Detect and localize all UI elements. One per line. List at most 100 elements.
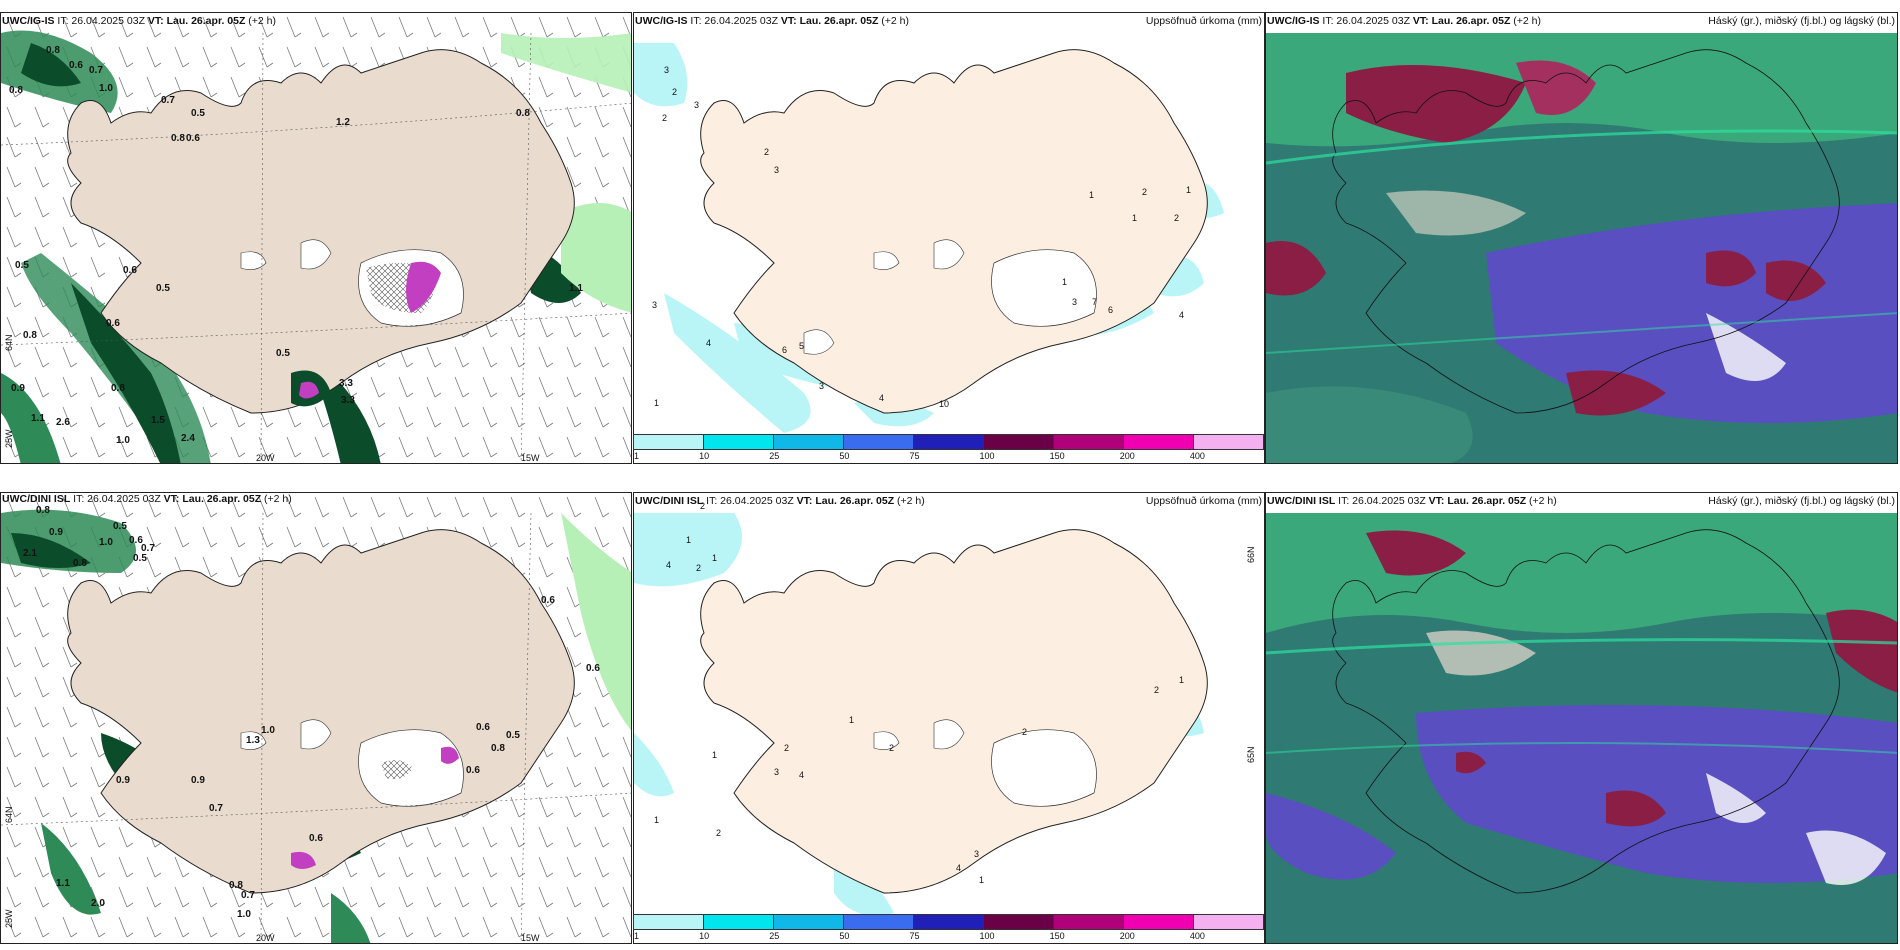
- colorbar-tick-label: 100: [979, 451, 995, 461]
- precip-label: 0.8: [9, 85, 23, 96]
- precip-label: 2: [889, 743, 894, 753]
- colorbar-swatch: [844, 435, 914, 449]
- precip-label: 3: [664, 65, 669, 75]
- precip-label: 1: [979, 875, 984, 885]
- colorbar-swatch: [984, 435, 1054, 449]
- colorbar-swatch: [1054, 435, 1124, 449]
- map-cloud-cover: [1266, 33, 1897, 463]
- precip-label: 1.0: [261, 725, 275, 736]
- precip-label: 1: [712, 553, 717, 563]
- lon-label-20w: 20W: [256, 453, 275, 463]
- colorbar-swatch: [914, 435, 984, 449]
- precip-label: 1.1: [31, 413, 45, 424]
- colorbar-tick-label: 25: [769, 931, 780, 941]
- lon-label-15w: 15W: [521, 933, 540, 943]
- precip-label: 0.9: [49, 527, 63, 538]
- colorbar-tick-label: 10: [699, 451, 710, 461]
- precip-label: 3: [1072, 297, 1077, 307]
- precip-label: 0.5: [191, 108, 205, 119]
- panel-title-right: Háský (gr.), miðský (fj.bl.) og lágský (…: [1708, 495, 1895, 507]
- panel-header: UWC/DINI ISL IT: 26.04.2025 03Z VT: Lau.…: [2, 493, 292, 505]
- map-precip-wind: 0.8 0.9 0.5 1.0 0.6 0.7 0.8 2.1 0.5 1.0 …: [1, 493, 631, 943]
- precip-label: 2: [1142, 187, 1147, 197]
- precip-label: 3: [974, 849, 979, 859]
- precip-label: 2: [1022, 727, 1027, 737]
- precip-label: 1: [712, 750, 717, 760]
- precip-label: 2: [784, 743, 789, 753]
- precip-label: 2.4: [181, 433, 195, 444]
- precip-label: 0.7: [89, 65, 103, 76]
- map-precip-wind: 0.8 0.6 0.7 1.0 0.8 0.7 0.5 0.8 0.6 1.2 …: [1, 13, 631, 463]
- precip-label: 0.6: [123, 265, 137, 276]
- precip-label: 2.0: [91, 898, 105, 909]
- precip-label: 0.8: [171, 133, 185, 144]
- lat-label-25w: 25W: [4, 429, 14, 448]
- colorbar-tick-label: 200: [1119, 451, 1135, 461]
- precip-label: 4: [706, 338, 711, 348]
- panel-wind-precip-igis: UWC/IG-IS IT: 26.04.2025 03Z VT: Lau. 26…: [0, 12, 632, 464]
- precip-label: 1: [849, 715, 854, 725]
- lat-label-64n: 64N: [4, 806, 14, 823]
- lon-label-15w: 15W: [521, 453, 540, 463]
- precip-label: 2.6: [56, 417, 70, 428]
- colorbar-labels: 1 10 25 50 75 100 150 200 400: [633, 930, 1264, 942]
- precip-label: 4: [956, 863, 961, 873]
- precip-label: 0.6: [466, 765, 480, 776]
- precip-label: 0.9: [11, 383, 25, 394]
- precip-label: 0.8: [46, 45, 60, 56]
- precip-label: 0.8: [23, 330, 37, 341]
- precip-label: 6: [1108, 305, 1113, 315]
- precip-label: 0.8: [229, 880, 243, 891]
- precip-label: 3: [694, 100, 699, 110]
- precip-label: 1.1: [56, 878, 70, 889]
- colorbar-tick-label: 10: [699, 931, 710, 941]
- precip-label: 1.0: [116, 435, 130, 446]
- precip-label: 0.9: [116, 775, 130, 786]
- panel-header: UWC/IG-IS IT: 26.04.2025 03Z VT: Lau. 26…: [635, 15, 910, 27]
- precip-label: 1: [1132, 213, 1137, 223]
- precip-label: 3.3: [341, 395, 355, 406]
- lat-label-25w: 25W: [4, 909, 14, 928]
- precip-label: 3: [819, 381, 824, 391]
- precip-label: 4: [666, 560, 671, 570]
- colorbar-swatch: [984, 915, 1054, 929]
- precip-label: 2: [1154, 685, 1159, 695]
- precip-label: 1.0: [99, 83, 113, 94]
- colorbar-swatch: [704, 915, 774, 929]
- colorbar-swatch: [774, 915, 844, 929]
- precip-label: 10: [939, 399, 949, 409]
- panel-accum-precip-igis: UWC/IG-IS IT: 26.04.2025 03Z VT: Lau. 26…: [633, 12, 1265, 464]
- precip-label: 0.6: [186, 133, 200, 144]
- colorbar-tick-label: 25: [769, 451, 780, 461]
- colorbar-tick-label: 1: [634, 451, 640, 461]
- colorbar-labels: 1 10 25 50 75 100 150 200 400: [633, 450, 1264, 462]
- precip-label: 4: [799, 770, 804, 780]
- lat-label-64n: 64N: [4, 334, 14, 351]
- precip-label: 4: [1179, 310, 1184, 320]
- precip-label: 6: [782, 345, 787, 355]
- panel-clouds-dini: UWC/DINI ISL IT: 26.04.2025 03Z VT: Lau.…: [1265, 492, 1898, 944]
- precip-label: 3.3: [339, 378, 353, 389]
- precip-label: 1.1: [569, 283, 583, 294]
- precip-label: 2: [662, 113, 667, 123]
- colorbar-tick-label: 75: [909, 451, 920, 461]
- colorbar-swatch: [1194, 915, 1263, 929]
- colorbar-tick-label: 200: [1119, 931, 1135, 941]
- colorbar-swatches: [633, 434, 1264, 450]
- colorbar-swatch: [774, 435, 844, 449]
- precip-label: 4: [879, 393, 884, 403]
- precip-label: 0.6: [309, 833, 323, 844]
- map-accum-precip: 2 1 4 2 1 2 3 4 1 1 2 1 2 4 3 1 2 1 2: [634, 501, 1208, 916]
- precip-label: 0.8: [111, 383, 125, 394]
- precip-colorbar: 1 10 25 50 75 100 150 200 400: [633, 434, 1264, 464]
- colorbar-tick-label: 400: [1189, 931, 1205, 941]
- precip-label: 0.7: [241, 890, 255, 901]
- precip-label: 0.7: [161, 95, 175, 106]
- precip-label: 0.5: [133, 553, 147, 564]
- colorbar-tick-label: 100: [979, 931, 995, 941]
- panel-clouds-igis: UWC/IG-IS IT: 26.04.2025 03Z VT: Lau. 26…: [1265, 12, 1898, 464]
- panel-accum-precip-dini: UWC/DINI ISL IT: 26.04.2025 03Z VT: Lau.…: [633, 492, 1265, 944]
- precip-label: 3: [774, 767, 779, 777]
- precip-label: 0.9: [191, 775, 205, 786]
- precip-label: 1: [686, 535, 691, 545]
